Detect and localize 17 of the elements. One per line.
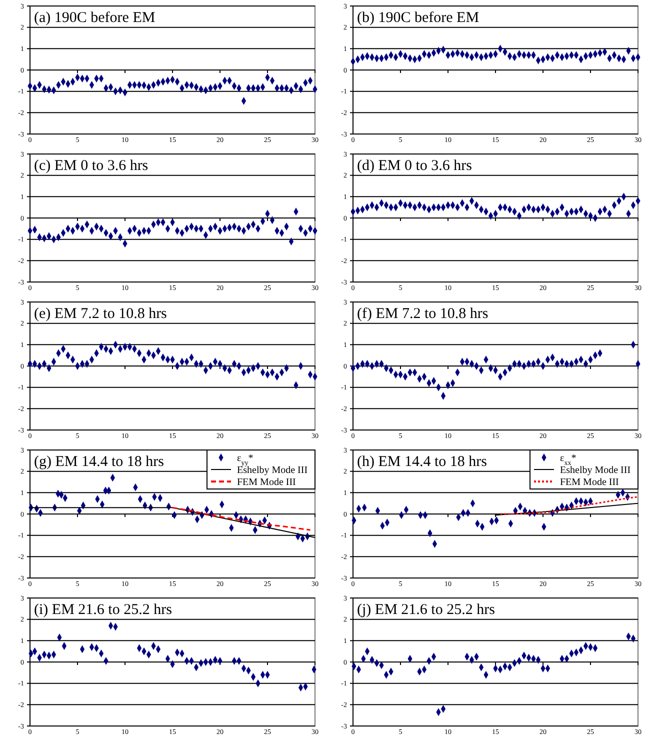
chart-title: (d) EM 0 to 3.6 hrs xyxy=(357,158,472,174)
chart-title: (c) EM 0 to 3.6 hrs xyxy=(34,158,148,174)
line-series xyxy=(172,506,311,531)
legend-label: FEM Mode III xyxy=(237,477,296,488)
chart-title: (b) 190C before EM xyxy=(357,10,480,26)
chart-title: (f) EM 7.2 to 10.8 hrs xyxy=(357,306,488,322)
legend-label: ε$_{xx}$* xyxy=(560,453,576,467)
chart-title: (e) EM 7.2 to 10.8 hrs xyxy=(34,306,168,322)
chart-title: (g) EM 14.4 to 18 hrs xyxy=(34,454,164,470)
legend-label: ε$_{yy}$* xyxy=(237,453,254,467)
legend-label: FEM Mode III xyxy=(560,477,619,488)
chart-title: (h) EM 14.4 to 18 hrs xyxy=(357,454,488,470)
legend-label: Eshelby Mode III xyxy=(237,465,308,476)
chart-title: (i) EM 21.6 to 25.2 hrs xyxy=(34,602,172,618)
chart-title: (a) 190C before EM xyxy=(34,10,156,26)
chart-title: (j) EM 21.6 to 25.2 hrs xyxy=(357,602,496,618)
legend-label: Eshelby Mode III xyxy=(560,465,631,476)
